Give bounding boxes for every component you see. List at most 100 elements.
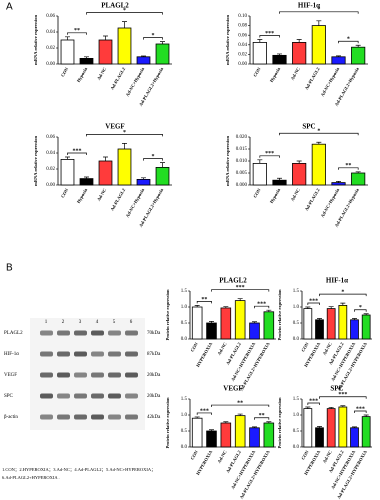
x-tick-label: Ad-NC bbox=[96, 67, 107, 81]
chart-title: PLAGL2 bbox=[101, 2, 129, 10]
significance-bracket bbox=[259, 155, 280, 158]
y-tick-label: 0.04 bbox=[238, 43, 247, 48]
y-tick-label: 0.0 bbox=[181, 445, 188, 450]
y-tick-label: 0.020 bbox=[236, 135, 248, 140]
error-bar bbox=[103, 35, 108, 40]
x-tick-label: Ad-NC bbox=[290, 188, 301, 202]
significance-bracket bbox=[254, 305, 270, 309]
blot-band bbox=[40, 372, 53, 378]
bar bbox=[326, 308, 336, 340]
y-tick-label: 1.0 bbox=[293, 413, 300, 418]
significance-label: *** bbox=[73, 148, 82, 154]
bar bbox=[98, 160, 113, 186]
bar bbox=[338, 406, 348, 448]
chart-title: PLAGL2 bbox=[219, 277, 247, 285]
error-bar bbox=[252, 321, 257, 323]
chart-title: HIF-1α bbox=[298, 2, 320, 10]
error-bar bbox=[252, 426, 257, 428]
blot-band bbox=[74, 372, 87, 378]
y-tick-label: 1.5 bbox=[293, 397, 300, 402]
blot-band bbox=[91, 393, 104, 399]
y-axis-label: Protein relative expression bbox=[165, 397, 170, 448]
bar bbox=[79, 58, 94, 65]
significance-label: *** bbox=[265, 151, 274, 157]
significance-label: * bbox=[341, 290, 344, 296]
x-tick-label: Ad-NC bbox=[216, 342, 227, 356]
y-axis-label: mRNA relative expression bbox=[33, 14, 38, 65]
significance-bracket bbox=[86, 134, 163, 137]
y-tick-label: 0.04 bbox=[46, 151, 55, 156]
y-tick-label: 0.015 bbox=[236, 147, 248, 152]
error-bar bbox=[194, 416, 200, 419]
bar bbox=[234, 300, 246, 340]
error-bar bbox=[209, 429, 214, 431]
blot-band bbox=[57, 330, 70, 336]
significance-label: * bbox=[152, 33, 155, 39]
significance-bracket bbox=[307, 302, 320, 305]
bar bbox=[249, 322, 260, 340]
significance-label: *** bbox=[265, 31, 274, 37]
blot-band bbox=[57, 393, 70, 399]
error-bar bbox=[277, 53, 282, 56]
y-tick-label: 0.0 bbox=[181, 337, 188, 342]
bar bbox=[315, 319, 324, 340]
error-bar bbox=[340, 405, 346, 407]
lane-number: 6 bbox=[130, 320, 133, 325]
bar bbox=[136, 178, 151, 186]
lane-number: 2 bbox=[62, 320, 65, 325]
error-bar bbox=[266, 421, 272, 423]
y-tick-label: 1.5 bbox=[181, 397, 188, 402]
significance-label: *** bbox=[257, 302, 266, 308]
blot-band bbox=[91, 330, 104, 336]
bar bbox=[220, 307, 232, 340]
y-tick-label: 0.00 bbox=[46, 62, 55, 67]
significance-label: ** bbox=[201, 297, 207, 303]
blot-band bbox=[40, 330, 53, 336]
error-bar bbox=[355, 44, 361, 48]
y-tick-label: 0.02 bbox=[46, 46, 55, 51]
blot-band bbox=[74, 351, 87, 357]
error-bar bbox=[84, 56, 89, 59]
lane-number: 3 bbox=[79, 320, 82, 325]
y-tick-label: 0.000 bbox=[236, 183, 248, 188]
bar bbox=[191, 417, 203, 448]
significance-label: *** bbox=[309, 298, 318, 304]
error-bar bbox=[237, 298, 243, 301]
error-bar bbox=[141, 177, 146, 180]
significance-bracket bbox=[338, 167, 359, 170]
bar bbox=[350, 319, 359, 340]
bar bbox=[361, 314, 371, 340]
significance-label: *** bbox=[309, 398, 318, 404]
significance-bracket bbox=[196, 301, 212, 304]
blot-band bbox=[74, 330, 87, 336]
error-bar bbox=[277, 177, 282, 181]
error-bar bbox=[223, 306, 229, 308]
blot-band bbox=[74, 414, 87, 420]
blot-band bbox=[91, 414, 104, 420]
significance-label: *** bbox=[236, 285, 245, 291]
significance-label: * bbox=[317, 7, 320, 13]
significance-label: * bbox=[152, 154, 155, 160]
significance-label: * bbox=[123, 8, 126, 14]
y-axis-label: mRNA relative expression bbox=[33, 135, 38, 186]
error-bar bbox=[340, 302, 346, 306]
bar bbox=[326, 408, 336, 448]
x-tick-label: CON bbox=[60, 187, 70, 199]
bar bbox=[331, 56, 346, 65]
blot-band bbox=[40, 351, 53, 357]
bar bbox=[155, 43, 170, 65]
blot-band bbox=[108, 393, 121, 399]
bar bbox=[234, 415, 246, 448]
blot-row-label: β-actin bbox=[4, 415, 18, 420]
significance-label: *** bbox=[200, 408, 209, 414]
x-tick-label: Ad-NC bbox=[216, 450, 227, 464]
significance-bracket bbox=[196, 412, 212, 415]
y-tick-label: 1.0 bbox=[293, 305, 300, 310]
error-bar bbox=[316, 20, 322, 26]
blot-band bbox=[57, 372, 70, 378]
bar bbox=[136, 56, 151, 65]
bar bbox=[351, 46, 366, 65]
bar bbox=[155, 166, 170, 186]
